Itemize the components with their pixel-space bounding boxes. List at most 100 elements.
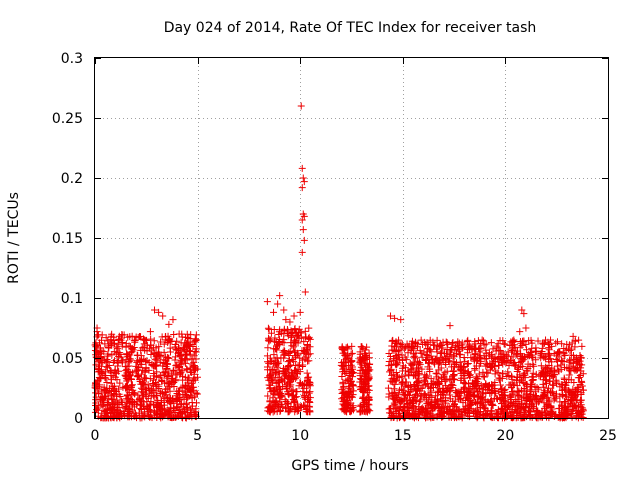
data-point	[339, 397, 347, 405]
data-point	[359, 367, 367, 375]
data-point	[294, 405, 302, 413]
data-point	[191, 338, 199, 346]
data-point	[106, 404, 114, 412]
data-point	[110, 333, 118, 341]
y-tick-label: 0.3	[61, 51, 83, 67]
data-point	[295, 361, 303, 369]
data-point	[424, 345, 432, 353]
data-point	[550, 381, 558, 389]
data-point	[557, 365, 565, 373]
data-point	[357, 360, 365, 368]
data-point	[128, 344, 136, 352]
data-point	[142, 384, 150, 392]
data-point	[389, 413, 397, 421]
data-point	[433, 336, 441, 344]
data-point	[459, 399, 467, 407]
data-point	[554, 357, 562, 365]
data-point	[284, 399, 292, 407]
data-point	[286, 318, 294, 326]
data-point	[427, 389, 435, 397]
data-point	[183, 392, 191, 400]
data-point	[344, 399, 352, 407]
data-point	[482, 410, 490, 418]
data-point	[190, 370, 198, 378]
data-point	[141, 408, 149, 416]
data-point	[296, 354, 304, 362]
data-point	[545, 398, 553, 406]
data-point	[338, 344, 346, 352]
data-point	[91, 347, 99, 355]
data-point	[540, 399, 548, 407]
data-point	[288, 342, 296, 350]
data-point	[137, 352, 145, 360]
data-point	[398, 373, 406, 381]
data-point	[359, 393, 367, 401]
data-point	[540, 383, 548, 391]
data-point	[181, 389, 189, 397]
data-point	[401, 413, 409, 421]
data-point	[392, 351, 400, 359]
data-point	[183, 376, 191, 384]
data-point	[270, 351, 278, 359]
data-point	[136, 414, 144, 422]
data-point	[182, 351, 190, 359]
data-point	[478, 390, 486, 398]
data-point	[349, 381, 357, 389]
data-point	[558, 414, 566, 422]
data-point	[453, 389, 461, 397]
data-point	[477, 340, 485, 348]
data-point	[490, 395, 498, 403]
data-point	[173, 398, 181, 406]
data-point	[569, 332, 577, 340]
data-point	[293, 349, 301, 357]
data-point	[516, 343, 524, 351]
data-point	[182, 339, 190, 347]
data-point	[542, 364, 550, 372]
data-point	[192, 337, 200, 345]
data-point	[464, 360, 472, 368]
data-point	[464, 336, 472, 344]
data-point	[507, 393, 515, 401]
data-point	[479, 389, 487, 397]
data-point	[480, 341, 488, 349]
data-point	[107, 379, 115, 387]
data-point	[133, 372, 141, 380]
y-tick-label: 0.15	[52, 231, 83, 247]
data-point	[407, 347, 415, 355]
data-point	[280, 330, 288, 338]
data-point	[343, 368, 351, 376]
data-point	[408, 386, 416, 394]
data-point	[456, 365, 464, 373]
data-point	[471, 338, 479, 346]
data-point	[264, 407, 272, 415]
data-point	[118, 331, 126, 339]
data-point	[529, 376, 537, 384]
data-point	[183, 366, 191, 374]
data-point	[391, 377, 399, 385]
data-point	[273, 346, 281, 354]
data-point	[405, 370, 413, 378]
data-point	[426, 346, 434, 354]
data-point	[185, 334, 193, 342]
data-point	[578, 378, 586, 386]
data-point	[506, 392, 514, 400]
data-point	[417, 336, 425, 344]
data-point	[471, 350, 479, 358]
data-point	[282, 316, 290, 324]
data-point	[522, 324, 530, 332]
data-point	[109, 395, 117, 403]
data-point	[169, 404, 177, 412]
data-point	[98, 409, 106, 417]
data-point	[139, 385, 147, 393]
data-point	[392, 408, 400, 416]
data-point	[104, 388, 112, 396]
data-point	[171, 413, 179, 421]
data-point	[306, 350, 314, 358]
data-point	[548, 358, 556, 366]
data-point	[161, 388, 169, 396]
data-point	[426, 393, 434, 401]
data-point	[431, 396, 439, 404]
data-point	[115, 390, 123, 398]
data-point	[446, 391, 454, 399]
data-point	[511, 401, 519, 409]
